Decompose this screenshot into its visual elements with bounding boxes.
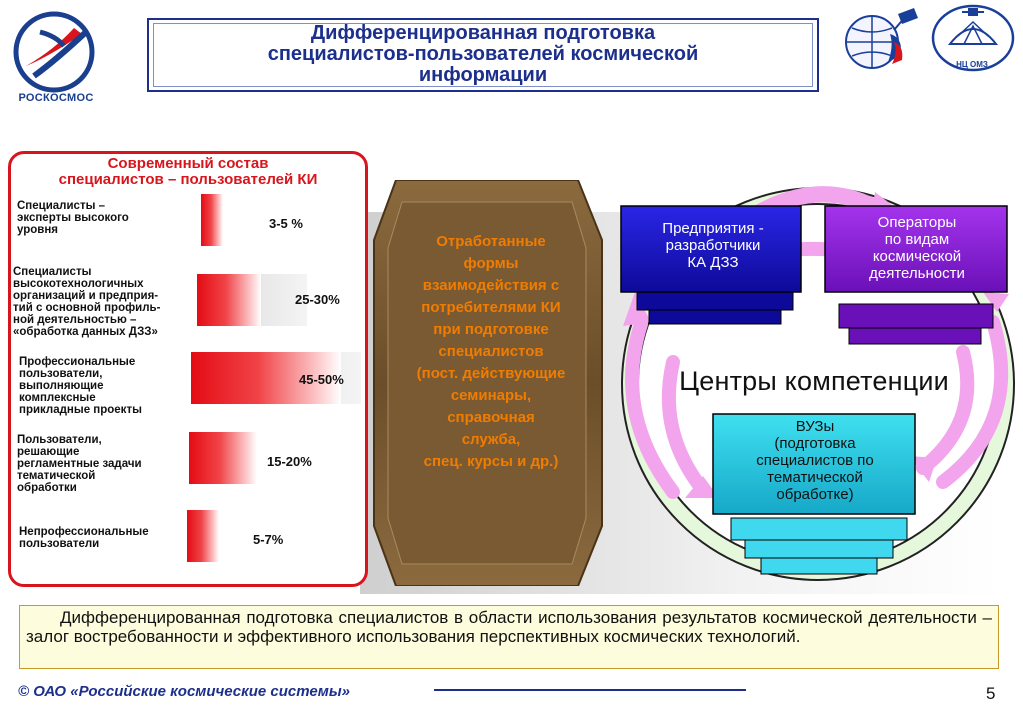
- interaction-forms-text: Отработанные формы взаимодействия с потр…: [416, 233, 566, 470]
- row-label-non-professionals: Непрофессиональные пользователи: [19, 526, 149, 550]
- row-label-experts: Специалисты – эксперты высокого уровня: [17, 200, 129, 236]
- title-box-inner-border: [153, 23, 813, 87]
- row-bar-experts: [201, 194, 223, 246]
- row-bar-routine-users: [189, 432, 257, 484]
- row-label-routine-users: Пользователи, решающие регламентные зада…: [17, 434, 142, 494]
- roscosmos-logo-text: РОСКОСМОС: [18, 92, 94, 104]
- globe-satellite-logo: [832, 4, 926, 74]
- page-title: Дифференцированная подготовка специалист…: [267, 22, 699, 86]
- row-value-experts: 3-5 %: [269, 216, 303, 231]
- user-composition-title: Современный состав специалистов – пользо…: [58, 155, 318, 188]
- title-box: Дифференцированная подготовка специалист…: [147, 18, 819, 92]
- operators-box-label: Операторы по видам космической деятельно…: [869, 214, 965, 282]
- row-bar-professionals: [191, 352, 341, 404]
- row-bar-organizations: [197, 274, 261, 326]
- competence-centers-diagram: Предприятия - разработчики КА ДЗЗ Операт…: [613, 172, 1023, 612]
- nc-omz-logo-text: НЦ ОМЗ: [956, 60, 988, 69]
- universities-box-label: ВУЗы (подготовка специалистов по тематич…: [756, 418, 874, 503]
- row-label-organizations: Специалисты высокотехнологичных организа…: [13, 266, 161, 338]
- footer-copyright: © ОАО «Российские космические системы»: [18, 683, 351, 700]
- footer-divider: [434, 689, 746, 691]
- row-value-non-professionals: 5-7%: [253, 532, 284, 547]
- conclusion-text: Дифференцированная подготовка специалист…: [26, 608, 992, 646]
- row-value-routine-users: 15-20%: [267, 454, 312, 469]
- conclusion-box: Дифференцированная подготовка специалист…: [19, 605, 999, 669]
- competence-centers-label: Центры компетенции: [679, 366, 949, 396]
- nc-omz-logo: [928, 4, 1018, 74]
- row-label-professionals: Профессиональные пользователи, выполняющ…: [19, 356, 142, 416]
- row-value-organizations: 25-30%: [295, 292, 340, 307]
- interaction-forms-panel: [372, 179, 610, 587]
- roscosmos-logo: [4, 6, 108, 110]
- user-composition-panel: Современный состав специалистов – пользо…: [8, 151, 368, 587]
- row-bar-non-professionals: [187, 510, 219, 562]
- developers-box-label: Предприятия - разработчики КА ДЗЗ: [662, 220, 764, 271]
- page-number: 5: [986, 684, 996, 703]
- row-value-professionals: 45-50%: [299, 372, 344, 387]
